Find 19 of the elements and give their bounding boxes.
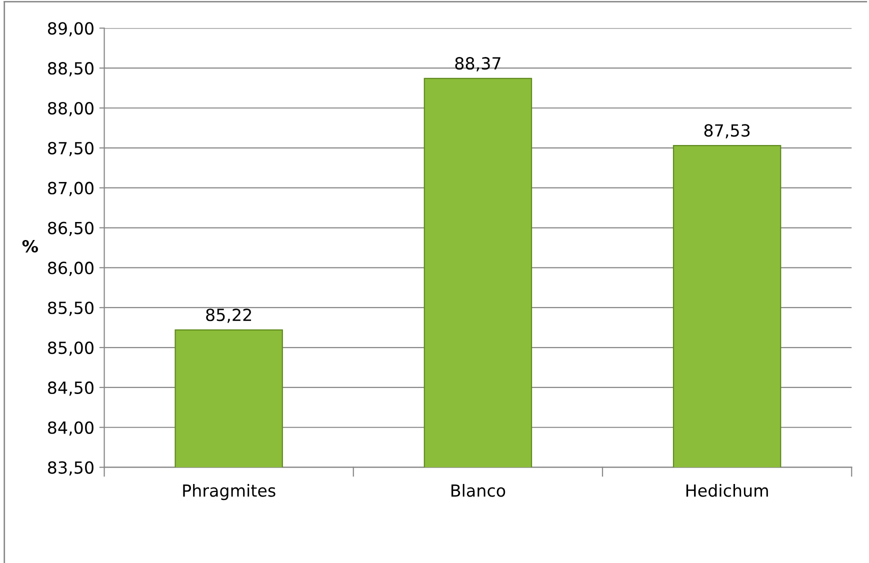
y-tick-label: 85,00 xyxy=(48,341,94,356)
y-tick-label: 83,50 xyxy=(48,461,94,476)
y-tick-label: 86,50 xyxy=(48,222,94,236)
y-tick-label: 88,50 xyxy=(48,62,94,76)
x-tick-label: Blanco xyxy=(451,484,506,497)
x-tick-label: Hedichum xyxy=(686,484,768,497)
data-label: 87,53 xyxy=(704,124,750,138)
y-tick-label: 88,00 xyxy=(48,102,94,116)
y-axis-title: % xyxy=(22,240,38,253)
y-tick-label: 86,00 xyxy=(48,262,94,276)
data-label: 85,22 xyxy=(206,308,252,323)
data-label: 88,37 xyxy=(455,57,500,72)
y-tick-label: 85,50 xyxy=(48,302,94,316)
x-tick-label: Phragmites xyxy=(183,484,276,500)
y-tick-label: 84,50 xyxy=(48,381,94,396)
y-tick-label: 87,50 xyxy=(48,142,94,156)
y-tick-label: 84,00 xyxy=(48,421,94,436)
y-tick-label: 87,00 xyxy=(48,182,94,196)
y-tick-label: 89,00 xyxy=(48,22,94,36)
